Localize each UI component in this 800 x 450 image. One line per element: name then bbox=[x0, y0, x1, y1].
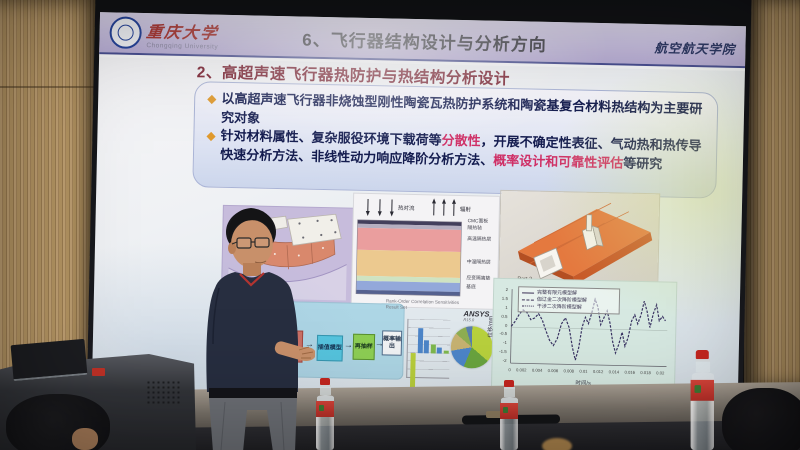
highlight-text: 分散性 bbox=[441, 132, 481, 149]
y-tick-label: -1 bbox=[503, 340, 508, 346]
university-logo: 重庆大学 Chongqing University bbox=[109, 16, 220, 50]
x-tick-label: 0.02 bbox=[656, 370, 665, 376]
tps-layers-drawing bbox=[355, 198, 462, 297]
university-name: 重庆大学 bbox=[145, 21, 220, 43]
y-axis-label: 位移/mm bbox=[487, 315, 495, 338]
presenter-belt bbox=[209, 388, 297, 398]
presenter-polo-shirt bbox=[206, 272, 298, 392]
audience-face bbox=[72, 428, 98, 450]
bottle-label bbox=[690, 379, 714, 401]
tps-layers-figure: 热对流 辐射 CMC面板 隔热毡 高温隔热层 中温隔热层 应变隔离垫 基底 bbox=[351, 193, 500, 309]
audience-head bbox=[722, 388, 800, 450]
university-emblem-icon bbox=[109, 16, 142, 50]
presenter-person bbox=[206, 208, 315, 450]
presenter-glasses bbox=[231, 237, 270, 249]
wood-wall-right bbox=[744, 0, 800, 385]
bar bbox=[443, 350, 449, 354]
radiation-label: 辐射 bbox=[459, 206, 471, 214]
slide-title: 6、飞行器结构设计与分析方向 bbox=[302, 30, 547, 55]
ansys-sensitivity-chart: Rank-Order Correlation Sensitivities Res… bbox=[386, 298, 494, 393]
x-tick-label: 0.016 bbox=[624, 369, 636, 375]
x-tick-label: 0.012 bbox=[592, 368, 604, 375]
y-tick-label: 0 bbox=[504, 322, 508, 328]
y-tick-label: -1.5 bbox=[499, 349, 507, 355]
tps-layer-label: 隔热毡 bbox=[467, 226, 482, 232]
bar bbox=[436, 347, 442, 354]
legend-line-icon bbox=[522, 292, 535, 294]
x-tick-label: 0.014 bbox=[608, 369, 620, 375]
legend-item: 干涉二次降阶模型解 bbox=[521, 303, 616, 312]
y-tick-label: -2 bbox=[502, 357, 507, 364]
bar bbox=[417, 328, 423, 354]
tps-layer-label: 高温隔热层 bbox=[467, 237, 492, 243]
bar bbox=[430, 344, 436, 354]
podium-monitor bbox=[10, 338, 88, 382]
water-bottle bbox=[688, 350, 717, 450]
y-tick-label: 1.5 bbox=[501, 295, 508, 301]
flowchart-box-interpolation: 插值模型 bbox=[316, 334, 344, 362]
bottle-cap bbox=[320, 378, 330, 385]
bottle-cap bbox=[504, 380, 514, 387]
x-tick-label: 0 bbox=[508, 367, 511, 373]
podium-speaker-grille bbox=[146, 380, 182, 406]
wall-seam bbox=[0, 86, 104, 88]
legend-line-icon bbox=[521, 305, 534, 308]
bottle-cap bbox=[695, 350, 709, 360]
x-tick-label: 0.006 bbox=[547, 367, 559, 374]
x-tick-label: 0.002 bbox=[516, 367, 527, 373]
presenter-trousers bbox=[209, 398, 297, 450]
bullet-panel: ◆ 以高超声速飞行器非烧蚀型刚性陶瓷瓦热防护系统和陶瓷基复合材料热结构为主要研究… bbox=[192, 81, 719, 199]
audience-head-far bbox=[542, 438, 572, 450]
arrow-right-icon: → bbox=[343, 339, 353, 350]
x-tick-label: 0.004 bbox=[531, 367, 543, 373]
water-bottle bbox=[314, 378, 336, 450]
tps-layer-label: CMC面板 bbox=[467, 219, 489, 225]
y-tick-label: -0.5 bbox=[499, 331, 508, 337]
water-bottle bbox=[498, 380, 520, 450]
desk-object bbox=[486, 411, 504, 418]
legend-line-icon bbox=[521, 298, 534, 301]
bottle-label bbox=[316, 401, 334, 417]
tps-layer-label: 中温隔热层 bbox=[466, 260, 491, 266]
y-tick-label: 1 bbox=[505, 304, 508, 310]
presentation-slide: 重庆大学 Chongqing University 6、飞行器结构设计与分析方向… bbox=[91, 12, 746, 405]
y-axis-ticks: 2 1.5 1 0.5 0 -0.5 -1 -1.5 -2 bbox=[495, 287, 509, 364]
x-tick-label: 0.018 bbox=[640, 369, 651, 376]
projection-screen: 重庆大学 Chongqing University 6、飞行器结构设计与分析方向… bbox=[86, 0, 752, 411]
plot-legend: 完整有限元模型解 伽辽金二次降阶模型解 干涉二次降阶模型解 bbox=[517, 286, 621, 315]
bar bbox=[423, 340, 430, 354]
diamond-bullet-icon: ◆ bbox=[206, 128, 216, 143]
response-line-plot: 完整有限元模型解 伽辽金二次降阶模型解 干涉二次降阶模型解 2 1.5 1 0.5 0 -0.… bbox=[488, 278, 677, 393]
flowchart-box-resample: 再抽样 bbox=[352, 333, 376, 361]
heat-flux-label: 热对流 bbox=[397, 205, 415, 213]
chart-subtitle: Result Set bbox=[385, 303, 407, 310]
x-tick-label: 0.01 bbox=[579, 368, 588, 374]
highlight-text: 概率设计和可靠性评估 bbox=[493, 152, 624, 171]
panel-model-figure: Part 2 bbox=[499, 190, 660, 290]
sensitivity-bar-chart bbox=[406, 318, 451, 393]
affiliation-label: 航空航天学院 bbox=[654, 40, 736, 57]
podium-red-label bbox=[92, 368, 105, 376]
y-tick-label: 0.5 bbox=[501, 313, 508, 319]
flowchart-box-probability-output: 概率输出 bbox=[381, 330, 403, 356]
bottle-label bbox=[500, 403, 518, 419]
x-tick-label: 0.008 bbox=[563, 368, 575, 374]
y-tick-label: 2 bbox=[505, 287, 509, 293]
diamond-bullet-icon: ◆ bbox=[207, 91, 217, 106]
panel-model-drawing bbox=[517, 202, 653, 285]
